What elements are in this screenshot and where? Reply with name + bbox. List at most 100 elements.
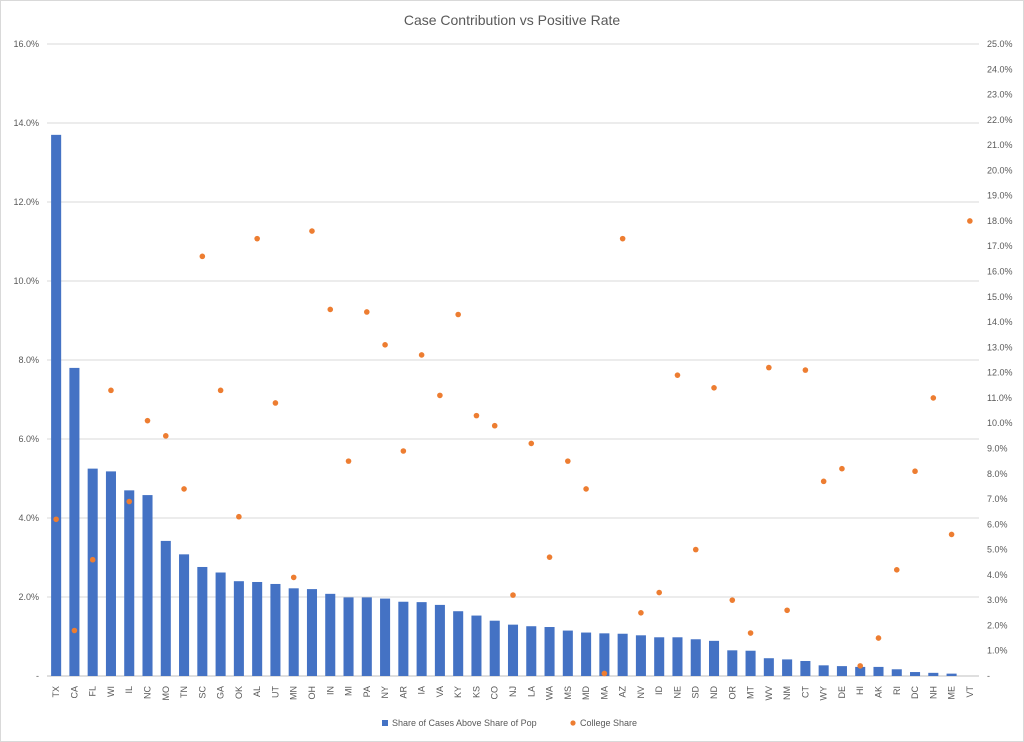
bar-OR	[727, 650, 738, 676]
y2-tick-label: 2.0%	[987, 620, 1008, 630]
dot-MN	[290, 574, 297, 581]
y2-tick-label: 11.0%	[987, 393, 1012, 403]
dot-NJ	[510, 592, 516, 598]
dot-SC	[199, 253, 206, 260]
x-tick-label: MT	[746, 686, 756, 699]
bar-ID	[654, 637, 665, 676]
dot-NE	[674, 372, 681, 378]
dot-ND	[711, 385, 717, 391]
x-tick-label: OH	[307, 686, 317, 700]
x-tick-label: NV	[636, 686, 646, 699]
legend-label-bar: Share of Cases Above Share of Pop	[392, 718, 537, 728]
y-tick-label: 2.0%	[18, 592, 39, 602]
bar-VA	[434, 604, 445, 676]
bar-NM	[782, 659, 793, 676]
y2-tick-label: 3.0%	[987, 595, 1008, 605]
y2-tick-label: 21.0%	[987, 140, 1013, 150]
bar-NC	[142, 495, 153, 676]
dot-KY	[455, 311, 461, 318]
bar-MD	[581, 632, 592, 676]
y-tick-label: 6.0%	[18, 434, 39, 444]
x-tick-label: TN	[179, 686, 189, 698]
dot-KS	[473, 412, 480, 419]
x-tick-label: MO	[161, 686, 171, 701]
dot-WV	[766, 364, 772, 371]
dot-NV	[638, 610, 644, 616]
dot-TX	[53, 516, 59, 523]
y2-tick-label: 19.0%	[987, 191, 1013, 201]
x-tick-label: KY	[453, 686, 463, 698]
dot-IL	[126, 498, 133, 505]
x-tick-label: CO	[490, 686, 500, 700]
y2-tick-label: 20.0%	[987, 165, 1013, 175]
dot-AK	[875, 635, 882, 641]
bar-NY	[380, 598, 391, 676]
bar-ME	[946, 673, 957, 676]
x-tick-label: WI	[106, 686, 116, 697]
x-tick-label: LA	[526, 686, 536, 697]
y2-tick-label: 14.0%	[987, 317, 1013, 327]
x-tick-label: TX	[51, 686, 61, 698]
x-tick-label: MA	[599, 686, 609, 700]
dot-NY	[382, 342, 388, 348]
x-tick-label: WV	[764, 686, 774, 701]
bar-TN	[179, 554, 190, 676]
dot-DE	[839, 465, 845, 472]
bar-WY	[818, 665, 829, 676]
dot-CO	[491, 422, 498, 429]
bar-MO	[160, 540, 171, 676]
x-tick-label: NH	[928, 686, 938, 699]
dot-FL	[89, 556, 96, 563]
bar-WA	[544, 627, 555, 676]
dot-LA	[528, 440, 535, 447]
x-tick-label: GA	[216, 686, 226, 699]
dot-WA	[546, 554, 553, 560]
dot-VT	[967, 218, 973, 224]
bar-MA	[599, 633, 610, 676]
bar-series	[51, 134, 957, 677]
primary-y-axis: - 2.0% 4.0% 6.0% 8.0% 10.0% 12.0% 14.0% 16.0%	[13, 39, 39, 681]
y-tick-label: 8.0%	[18, 355, 39, 365]
bar-CT	[800, 660, 811, 676]
y2-tick-label: 5.0%	[987, 545, 1008, 555]
x-tick-label: RI	[892, 686, 902, 695]
x-tick-label: DC	[910, 686, 920, 699]
y2-tick-label: 4.0%	[987, 570, 1008, 580]
bar-MS	[562, 630, 573, 676]
x-tick-label: OK	[234, 686, 244, 699]
x-tick-label: AK	[873, 686, 883, 698]
bar-NE	[672, 637, 683, 676]
x-tick-label: ME	[947, 686, 957, 700]
dot-AR	[400, 448, 407, 454]
x-tick-label: MI	[344, 686, 354, 696]
dot-UT	[272, 400, 279, 406]
bar-NJ	[507, 624, 519, 676]
dot-MD	[583, 486, 589, 492]
dot-IN	[327, 306, 334, 313]
dot-OH	[309, 228, 315, 234]
y2-tick-label: 6.0%	[987, 519, 1008, 529]
bar-MI	[343, 597, 354, 676]
bar-FL	[87, 468, 98, 676]
x-tick-label: WA	[545, 686, 555, 700]
dot-RI	[893, 567, 900, 573]
bar-IL	[124, 490, 135, 676]
bar-NH	[928, 672, 939, 676]
x-tick-label: PA	[362, 686, 372, 697]
dot-ME	[948, 531, 955, 538]
x-tick-label: AR	[398, 686, 408, 699]
dot-NM	[784, 607, 790, 614]
x-tick-label: UT	[270, 686, 280, 698]
x-tick-label: MN	[289, 686, 299, 700]
dot-DC	[912, 468, 918, 475]
dot-NC	[144, 417, 151, 424]
dot-PA	[364, 309, 370, 315]
x-tick-label: MD	[581, 686, 591, 700]
bar-LA	[526, 626, 537, 676]
bar-SD	[690, 639, 701, 676]
bar-OH	[306, 589, 318, 676]
x-axis: TX CA FL WI IL NC MO TN SC GA OK AL UT MN OH IN MI PA NY AR…	[51, 685, 975, 700]
dot-CT	[802, 367, 809, 373]
dot-GA	[217, 387, 224, 394]
